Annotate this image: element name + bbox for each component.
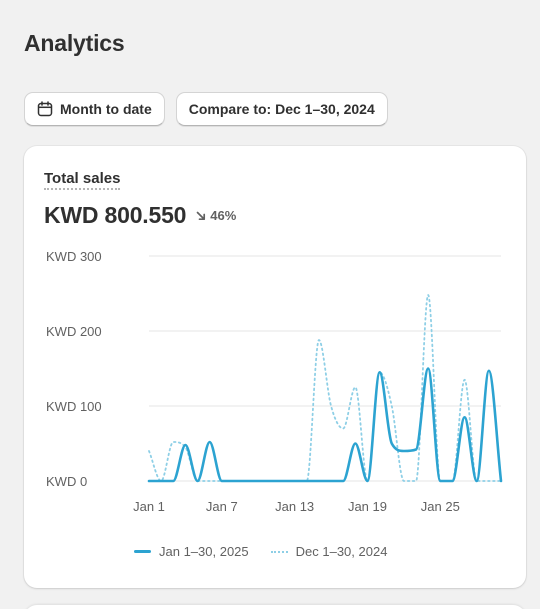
delta-value: 46%	[210, 208, 237, 223]
y-tick-label: KWD 200	[46, 324, 102, 339]
date-range-label: Month to date	[60, 101, 152, 117]
sales-chart: KWD 0 KWD 100 KWD 200 KWD 300 Jan 1 Jan 7 Jan …	[46, 249, 503, 514]
compare-label: Compare to: Dec 1–30, 2024	[188, 101, 375, 117]
y-tick-label: KWD 0	[46, 474, 87, 489]
series-line-previous	[148, 294, 502, 482]
legend-swatch-dotted	[270, 550, 288, 553]
page-title: Analytics	[24, 30, 125, 56]
total-sales-card: Total sales KWD 800.550 46% KWD 0 KWD 100…	[24, 146, 526, 588]
legend-label-previous: Dec 1–30, 2024	[295, 544, 388, 559]
compare-button[interactable]: Compare to: Dec 1–30, 2024	[175, 92, 388, 126]
x-tick-label: Jan 1	[133, 499, 165, 514]
metric-value: KWD 800.550	[44, 202, 187, 228]
legend-item-previous[interactable]: Dec 1–30, 2024	[270, 544, 388, 559]
x-tick-label: Jan 25	[421, 499, 460, 514]
series-line-current	[147, 367, 503, 483]
x-tick-label: Jan 13	[275, 499, 314, 514]
legend-swatch-solid	[134, 550, 151, 553]
calendar-icon	[37, 101, 53, 117]
date-range-button[interactable]: Month to date	[24, 92, 165, 126]
chart-legend: Jan 1–30, 2025 Dec 1–30, 2024	[134, 544, 387, 559]
legend-label-current: Jan 1–30, 2025	[159, 544, 249, 559]
metric-title[interactable]: Total sales	[44, 170, 121, 190]
x-tick-label: Jan 7	[206, 499, 238, 514]
arrow-down-right-icon	[196, 211, 206, 221]
next-card	[24, 605, 526, 609]
metric-row: KWD 800.550 46%	[44, 202, 236, 229]
toolbar: Month to date Compare to: Dec 1–30, 2024	[24, 92, 388, 126]
y-tick-label: KWD 100	[46, 399, 102, 414]
delta-badge: 46%	[196, 208, 236, 223]
y-tick-label: KWD 300	[46, 249, 102, 264]
legend-item-current[interactable]: Jan 1–30, 2025	[134, 544, 249, 559]
x-tick-label: Jan 19	[348, 499, 387, 514]
